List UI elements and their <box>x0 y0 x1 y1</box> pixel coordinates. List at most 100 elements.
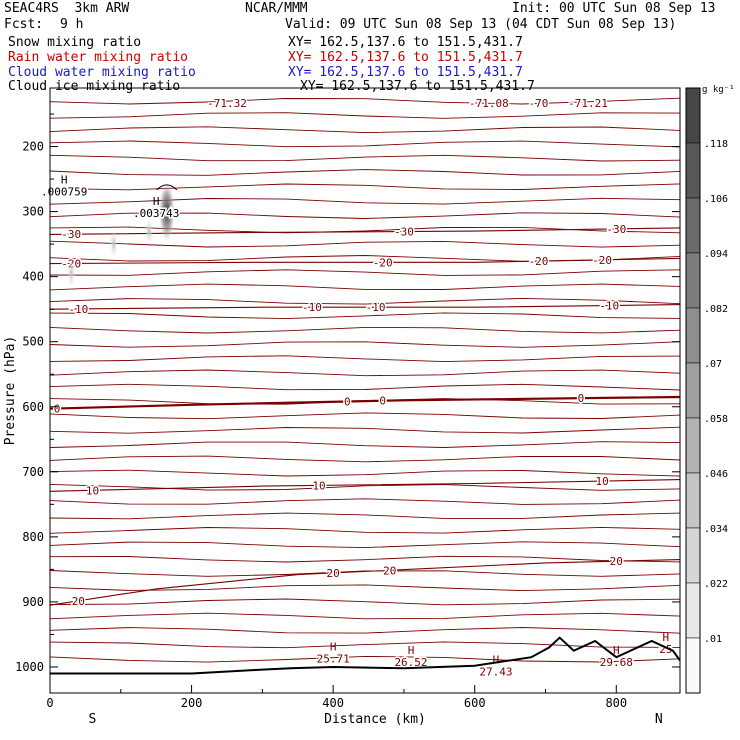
cloud-water-field-label: Cloud water mixing ratio <box>8 65 196 80</box>
contour-label: -20 <box>528 255 548 268</box>
colorbar-swatch <box>685 197 701 254</box>
maximum-marker: H <box>330 641 337 654</box>
temperature-contour <box>49 257 681 265</box>
cloud-shading <box>145 217 154 246</box>
maximum-marker: H <box>61 174 68 187</box>
x-tick-label: 0 <box>46 696 53 710</box>
cloud-shading <box>109 230 118 259</box>
temperature-contour <box>49 395 681 410</box>
isobar-contour <box>49 212 681 219</box>
isobar-contour <box>49 112 681 119</box>
contour-label: -30 <box>606 223 626 236</box>
contour-label: 10 <box>86 484 99 497</box>
contour-label: -20 <box>592 254 612 267</box>
colorbar-tick-label: .058 <box>704 414 728 425</box>
contour-label: 0 <box>344 395 351 408</box>
colorbar-swatch <box>685 87 701 144</box>
colorbar-tick-label: .094 <box>704 249 728 260</box>
isobar-contour <box>49 598 681 606</box>
contour-label: -20 <box>373 256 393 269</box>
colorbar-swatch <box>685 472 701 529</box>
isobar-contour <box>49 154 681 162</box>
isobar-contour <box>49 512 681 520</box>
isobar-contour <box>49 584 681 592</box>
colorbar-frame <box>685 87 701 694</box>
colorbar-swatch <box>685 417 701 474</box>
colorbar-swatch <box>685 252 701 309</box>
y-tick-label: 800 <box>22 530 44 544</box>
isobar-contour <box>49 355 681 363</box>
temperature-contour <box>49 559 681 606</box>
x-tick-label: 800 <box>605 696 627 710</box>
isobar-contour <box>49 555 681 563</box>
contour-label: 20 <box>610 555 623 568</box>
contour-label: -70 <box>528 97 548 110</box>
x-tick-label: 600 <box>464 696 486 710</box>
colorbar-swatch <box>685 582 701 639</box>
isobar-contour <box>49 326 681 334</box>
contour-label: -10 <box>68 303 88 316</box>
contour-label: 10 <box>596 475 609 488</box>
cloud-shading <box>67 259 76 288</box>
y-tick-label: 400 <box>22 270 44 284</box>
forecast-hour: 9 h <box>60 17 84 32</box>
colorbar-tick-label: .118 <box>704 139 728 150</box>
maximum-marker: H <box>153 195 160 208</box>
snow-field-label: Snow mixing ratio <box>8 35 142 50</box>
maximum-value: 25.71 <box>317 653 350 666</box>
colorbar-swatch <box>685 362 701 419</box>
y-axis-label: Pressure (hPa) <box>3 336 18 446</box>
isobar-contour <box>49 283 681 291</box>
y-tick-label: 700 <box>22 465 44 479</box>
isobar-contour <box>49 612 681 620</box>
maximum-marker: H <box>408 644 415 657</box>
isobar-contour <box>49 140 681 148</box>
contour-label: -10 <box>599 300 619 313</box>
colorbar-swatch <box>685 142 701 199</box>
contour-label: -71.21 <box>568 97 608 110</box>
contour-label: -71.08 <box>469 97 509 110</box>
section-end-label: N <box>655 712 663 727</box>
temperature-contour <box>49 479 681 492</box>
x-tick-label: 200 <box>181 696 203 710</box>
snow-field-xy: XY= 162.5,137.6 to 151.5,431.7 <box>288 35 523 50</box>
init-time: Init: 00 UTC Sun 08 Sep 13 <box>512 1 716 16</box>
isobar-contour <box>49 441 681 448</box>
maximum-marker: H <box>663 631 670 644</box>
isobar-contour <box>49 526 681 534</box>
isobar-contour <box>49 197 681 205</box>
colorbar-tick-label: .07 <box>704 359 722 370</box>
isobar-contour <box>49 97 681 105</box>
contour-label: -10 <box>302 301 322 314</box>
contour-label: -10 <box>366 301 386 314</box>
contour-label: 10 <box>312 479 325 492</box>
snow-contour <box>156 184 178 191</box>
maximum-marker: H <box>493 654 500 667</box>
y-tick-label: 900 <box>22 595 44 609</box>
cloud-ice-field-label: Cloud ice mixing ratio <box>8 79 181 94</box>
isobar-contour <box>49 412 681 420</box>
contour-label: -30 <box>394 226 414 239</box>
isobar-contour <box>49 169 681 176</box>
plot-frame <box>49 87 681 694</box>
temperature-contour <box>49 227 681 235</box>
colorbar-swatch <box>685 637 701 694</box>
isobar-contour <box>49 240 681 248</box>
y-tick-label: 500 <box>22 335 44 349</box>
forecast-label: Fcst: <box>4 17 44 32</box>
colorbar-tick-label: .01 <box>704 634 722 645</box>
isobar-contour <box>49 498 681 505</box>
contour-label: 0 <box>54 403 61 416</box>
center-label: NCAR/MMM <box>245 1 308 16</box>
rain-field-xy: XY= 162.5,137.6 to 151.5,431.7 <box>288 50 523 65</box>
y-tick-label: 600 <box>22 400 44 414</box>
contour-label: -71.32 <box>207 97 247 110</box>
isobar-contour <box>49 627 681 634</box>
isobar-contour <box>49 126 681 134</box>
maximum-marker: H <box>613 644 620 657</box>
rain-field-label: Rain water mixing ratio <box>8 50 189 65</box>
isobar-contour <box>49 297 681 305</box>
colorbar-swatch <box>685 527 701 584</box>
terrain-line <box>50 636 681 675</box>
maximum-value: .000759 <box>41 186 87 199</box>
